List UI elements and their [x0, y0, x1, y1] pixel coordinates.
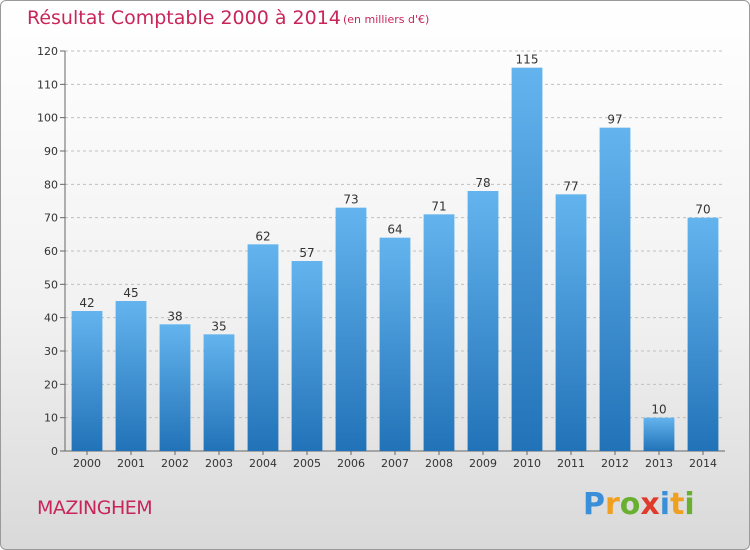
y-tick-label: 30	[44, 345, 58, 358]
data-label: 71	[431, 199, 446, 213]
y-tick-label: 50	[44, 278, 58, 291]
y-tick-label: 90	[44, 145, 58, 158]
chart-title: Résultat Comptable 2000 à 2014	[27, 7, 341, 29]
x-tick-label: 2011	[557, 457, 585, 470]
data-label: 115	[516, 53, 539, 67]
bar	[511, 67, 543, 452]
bar	[643, 417, 675, 451]
bar	[247, 244, 279, 451]
bar	[555, 194, 587, 452]
x-tick-label: 2007	[381, 457, 409, 470]
commune-name: MAZINGHEM	[37, 497, 153, 519]
data-label: 70	[695, 203, 710, 217]
data-label: 97	[607, 113, 622, 127]
bar	[115, 301, 147, 451]
bar	[379, 237, 411, 451]
bar	[467, 191, 499, 451]
chart-subtitle: (en milliers d'€)	[343, 13, 430, 26]
y-tick-label: 40	[44, 312, 58, 325]
proxiti-logo: Proxiti	[583, 487, 695, 522]
data-label: 42	[79, 296, 94, 310]
data-label: 57	[299, 246, 314, 260]
x-tick-label: 2010	[513, 457, 541, 470]
y-tick-label: 60	[44, 245, 58, 258]
x-tick-label: 2014	[689, 457, 717, 470]
data-label: 35	[211, 319, 226, 333]
bar	[159, 324, 191, 451]
data-label: 78	[475, 176, 490, 190]
data-label: 77	[563, 179, 578, 193]
bar	[423, 214, 455, 451]
x-tick-label: 2002	[161, 457, 189, 470]
y-tick-label: 10	[44, 412, 58, 425]
bar	[203, 334, 235, 451]
data-label: 73	[343, 193, 358, 207]
x-tick-label: 2004	[249, 457, 277, 470]
data-label: 38	[167, 309, 182, 323]
x-tick-label: 2006	[337, 457, 365, 470]
y-tick-label: 0	[51, 445, 58, 458]
y-tick-label: 70	[44, 212, 58, 225]
x-tick-label: 2008	[425, 457, 453, 470]
bar	[71, 311, 103, 451]
x-tick-label: 2003	[205, 457, 233, 470]
x-tick-label: 2005	[293, 457, 321, 470]
y-tick-label: 20	[44, 378, 58, 391]
y-tick-label: 100	[37, 112, 58, 125]
x-tick-label: 2001	[117, 457, 145, 470]
data-label: 45	[123, 286, 138, 300]
bar	[291, 261, 323, 451]
bar	[599, 127, 631, 452]
bar	[687, 217, 719, 451]
x-tick-label: 2012	[601, 457, 629, 470]
y-tick-label: 80	[44, 178, 58, 191]
y-tick-label: 120	[37, 45, 58, 58]
y-tick-label: 110	[37, 78, 58, 91]
data-label: 62	[255, 229, 270, 243]
data-label: 10	[651, 403, 666, 417]
x-tick-label: 2013	[645, 457, 673, 470]
x-tick-label: 2000	[73, 457, 101, 470]
bar	[335, 207, 367, 451]
data-label: 64	[387, 223, 402, 237]
x-tick-label: 2009	[469, 457, 497, 470]
